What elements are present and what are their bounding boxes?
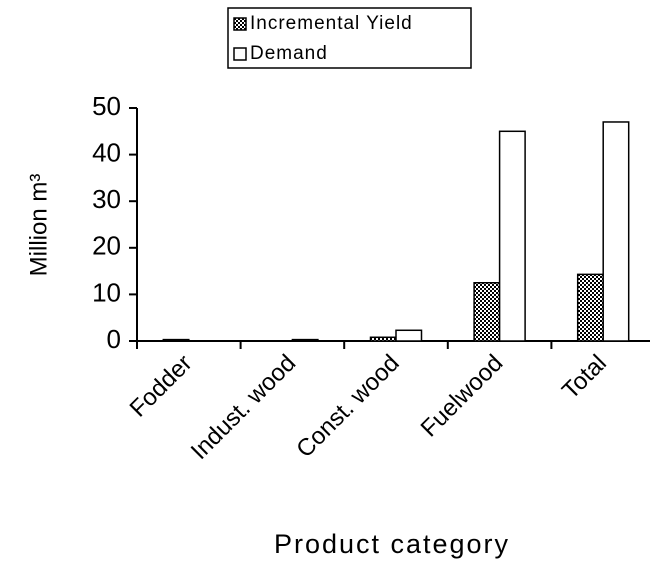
bar: [395, 329, 423, 342]
y-tick-label: 0: [107, 324, 121, 354]
bar: [602, 121, 630, 342]
bar: [291, 338, 319, 342]
bar: [576, 273, 604, 342]
legend-swatch: [233, 47, 247, 61]
y-tick-label: 30: [92, 184, 121, 214]
bar: [473, 282, 501, 342]
legend-swatch: [233, 17, 247, 31]
x-tick-label: Fuelwood: [416, 350, 509, 443]
y-tick-label: 50: [92, 91, 121, 121]
bar: [369, 336, 397, 342]
y-tick-label: 10: [92, 277, 121, 307]
x-tick-label: Indust. wood: [186, 350, 301, 465]
x-tick-label: Const. wood: [291, 350, 404, 463]
bar: [498, 130, 526, 342]
x-tick-label: Fodder: [125, 350, 198, 423]
bar: [162, 338, 190, 342]
legend-label: Demand: [250, 43, 328, 64]
legend-label: Incremental Yield: [250, 13, 413, 34]
x-axis-title: Product category: [274, 529, 510, 559]
y-axis-title: Million m³: [25, 174, 52, 277]
legend-box: [227, 7, 472, 69]
y-tick-label: 40: [92, 137, 121, 167]
x-tick-label: Total: [557, 350, 612, 405]
y-tick-label: 20: [92, 231, 121, 261]
